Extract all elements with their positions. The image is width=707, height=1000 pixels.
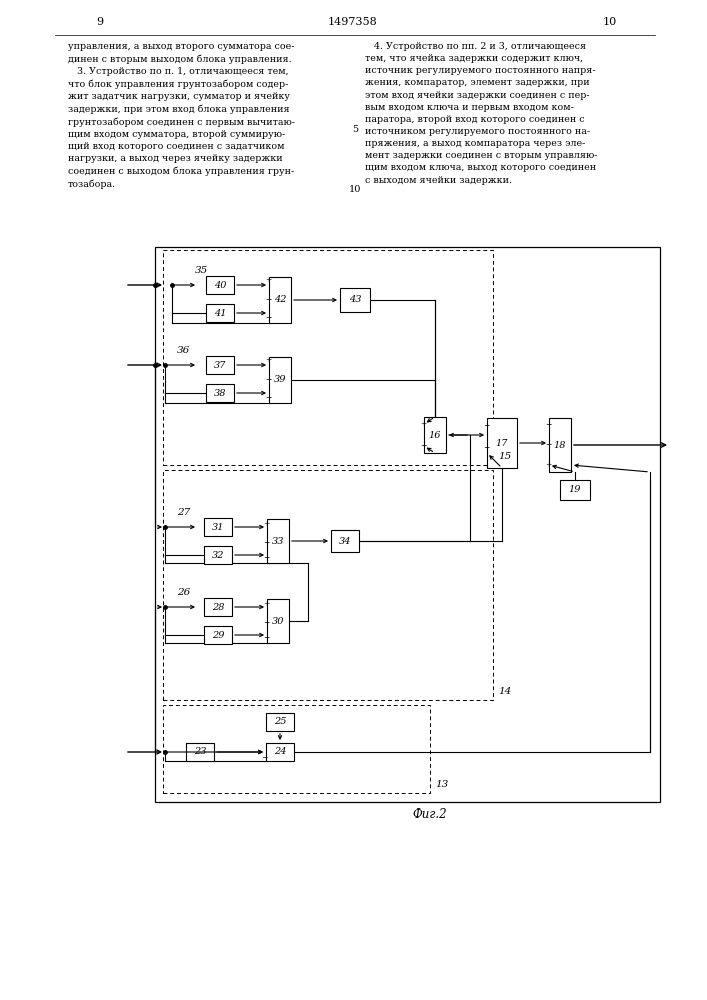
Bar <box>266 713 294 731</box>
Bar <box>269 357 291 403</box>
Bar <box>424 417 446 453</box>
Bar <box>266 743 294 761</box>
Text: 9: 9 <box>96 17 103 27</box>
Text: −: − <box>420 442 426 450</box>
Bar <box>206 276 234 294</box>
Text: −: − <box>263 554 269 562</box>
Text: −: − <box>545 441 551 449</box>
Text: −: − <box>263 634 269 642</box>
Bar <box>269 277 291 323</box>
Text: 37: 37 <box>214 360 226 369</box>
Text: +: + <box>265 276 271 284</box>
Bar <box>206 304 234 322</box>
Text: 10: 10 <box>349 186 361 194</box>
Text: −: − <box>483 422 489 430</box>
Text: 23: 23 <box>194 748 206 756</box>
Text: 25: 25 <box>274 718 286 726</box>
Text: 38: 38 <box>214 388 226 397</box>
Text: 19: 19 <box>568 486 581 494</box>
Text: +: + <box>420 420 426 428</box>
Text: 29: 29 <box>212 631 224 640</box>
Bar <box>204 518 232 536</box>
Text: +: + <box>545 461 551 469</box>
Text: 18: 18 <box>554 440 566 450</box>
Bar <box>163 705 430 793</box>
Text: 43: 43 <box>349 296 361 304</box>
Text: 39: 39 <box>274 375 286 384</box>
Text: −: − <box>483 444 489 452</box>
Bar <box>206 356 234 374</box>
Text: 41: 41 <box>214 308 226 318</box>
Text: 14: 14 <box>498 687 511 696</box>
Text: +: + <box>265 356 271 364</box>
Text: 30: 30 <box>271 616 284 626</box>
Text: −: − <box>261 754 267 762</box>
Bar <box>186 743 214 761</box>
Text: 42: 42 <box>274 296 286 304</box>
Bar <box>206 384 234 402</box>
Text: 1497358: 1497358 <box>328 17 378 27</box>
Text: −: − <box>265 376 271 384</box>
Bar <box>340 288 370 312</box>
Bar <box>549 418 571 472</box>
Text: 13: 13 <box>435 780 448 789</box>
Text: 31: 31 <box>212 522 224 532</box>
Bar <box>204 626 232 644</box>
Bar <box>487 418 517 468</box>
Text: 35: 35 <box>195 266 209 275</box>
Text: 24: 24 <box>274 748 286 756</box>
Bar <box>155 247 660 802</box>
Text: 36: 36 <box>177 346 190 355</box>
Text: 32: 32 <box>212 550 224 560</box>
Text: 5: 5 <box>352 125 358 134</box>
Bar <box>163 250 493 465</box>
Text: 27: 27 <box>177 508 190 517</box>
Text: 15: 15 <box>498 452 511 461</box>
Text: −: − <box>265 394 271 402</box>
Bar <box>331 530 359 552</box>
Bar <box>267 599 289 643</box>
Bar <box>204 598 232 616</box>
Text: 4. Устройство по пп. 2 и 3, отличающееся
тем, что ячейка задержки содержит ключ,: 4. Устройство по пп. 2 и 3, отличающееся… <box>365 42 597 185</box>
Bar <box>163 470 493 700</box>
Text: управления, а выход второго сумматора сое-
динен с вторым выходом блока управлен: управления, а выход второго сумматора со… <box>68 42 295 189</box>
Text: 34: 34 <box>339 536 351 546</box>
Text: +: + <box>263 520 269 528</box>
Text: 40: 40 <box>214 280 226 290</box>
Text: 10: 10 <box>603 17 617 27</box>
Text: 33: 33 <box>271 536 284 546</box>
Text: Фиг.2: Фиг.2 <box>413 808 448 822</box>
Text: 16: 16 <box>428 430 441 440</box>
Text: −: − <box>263 619 269 627</box>
Bar <box>204 546 232 564</box>
Text: 28: 28 <box>212 602 224 611</box>
Bar <box>267 519 289 563</box>
Text: 17: 17 <box>496 438 508 448</box>
Text: −: − <box>263 539 269 547</box>
Text: −: − <box>545 421 551 429</box>
Text: −: − <box>265 296 271 304</box>
Bar <box>560 480 590 500</box>
Text: 26: 26 <box>177 588 190 597</box>
Text: −: − <box>265 314 271 322</box>
Text: +: + <box>263 600 269 608</box>
